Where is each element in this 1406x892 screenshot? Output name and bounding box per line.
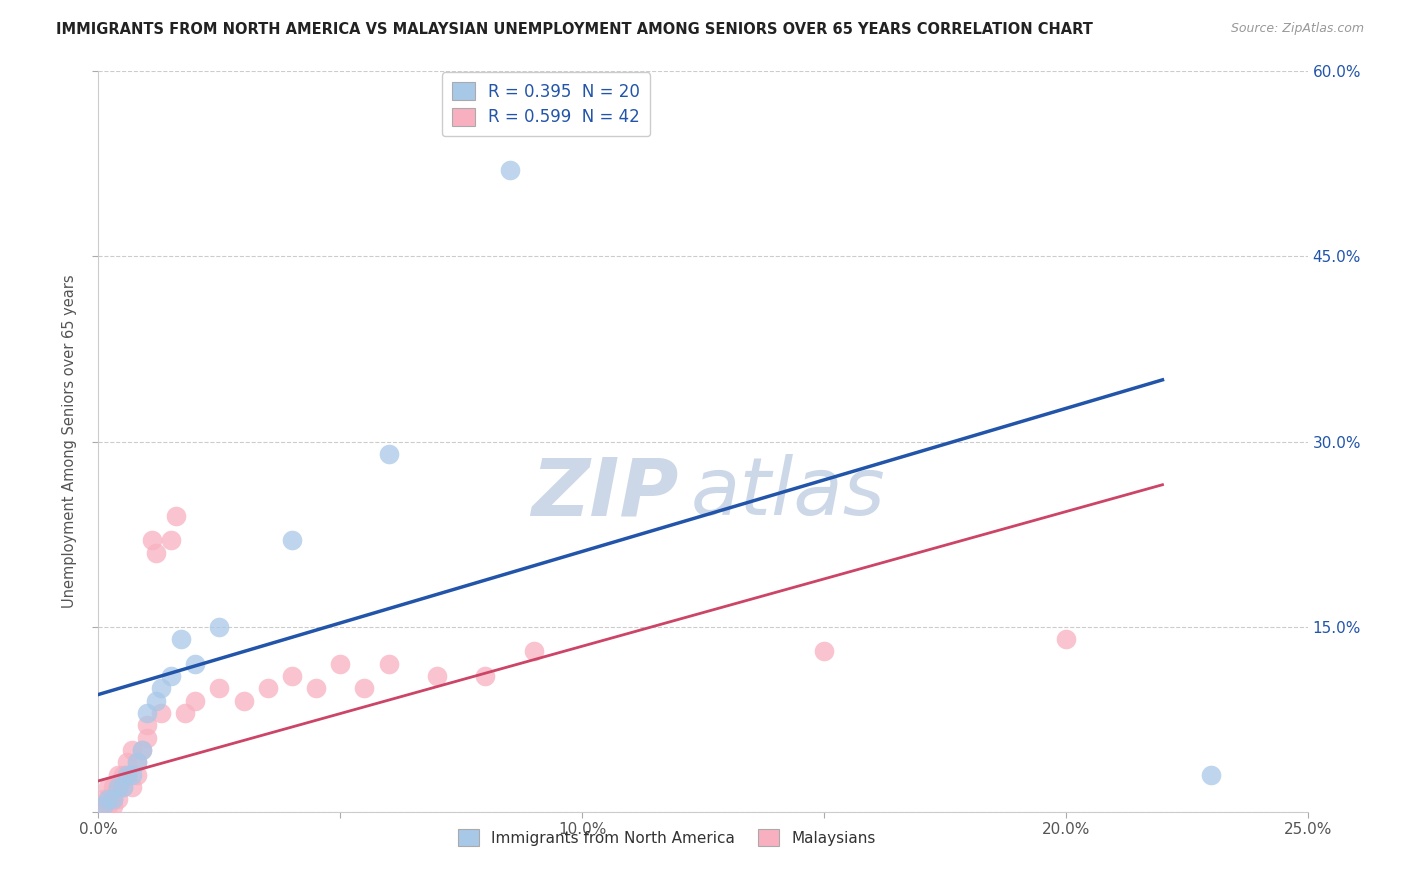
Point (97, 780, 120, 794)
Point (131, 743, 153, 757)
Point (145, 546, 167, 560)
Point (160, 533, 183, 548)
Point (111, 780, 134, 794)
Point (523, 102, 546, 116)
Point (127, 767, 149, 781)
Point (121, 767, 143, 781)
Point (353, 681, 375, 696)
Point (117, 767, 139, 781)
Text: atlas: atlas (690, 454, 886, 533)
Point (523, 644, 546, 658)
Point (256, 681, 278, 696)
Point (117, 767, 139, 781)
Point (135, 731, 157, 745)
Point (165, 508, 187, 523)
Point (107, 767, 129, 781)
Text: IMMIGRANTS FROM NORTH AMERICA VS MALAYSIAN UNEMPLOYMENT AMONG SENIORS OVER 65 YE: IMMIGRANTS FROM NORTH AMERICA VS MALAYSI… (56, 22, 1092, 37)
Point (426, 669, 449, 683)
Point (91, 792, 114, 806)
Point (281, 533, 304, 548)
Point (281, 669, 304, 683)
Point (121, 780, 143, 794)
Point (111, 780, 134, 794)
Legend: Immigrants from North America, Malaysians: Immigrants from North America, Malaysian… (451, 823, 882, 852)
Point (135, 718, 157, 732)
Point (97, 798, 120, 813)
Point (101, 798, 124, 813)
Point (813, 644, 835, 658)
Point (91, 798, 114, 813)
Point (107, 792, 129, 806)
Point (498, 163, 520, 178)
Point (97, 792, 120, 806)
Point (150, 706, 173, 720)
Point (101, 792, 124, 806)
Point (107, 780, 129, 794)
Point (107, 780, 129, 794)
Point (474, 669, 496, 683)
Text: ZIP: ZIP (531, 454, 679, 533)
Point (169, 632, 191, 646)
Point (184, 694, 207, 708)
Point (305, 681, 328, 696)
Point (141, 533, 163, 548)
Point (174, 706, 197, 720)
Point (117, 756, 139, 770)
Text: Source: ZipAtlas.com: Source: ZipAtlas.com (1230, 22, 1364, 36)
Point (1199, 767, 1222, 781)
Point (377, 657, 399, 671)
Point (101, 780, 124, 794)
Point (111, 767, 134, 781)
Point (97, 792, 120, 806)
Point (329, 657, 352, 671)
Point (150, 681, 173, 696)
Point (121, 743, 143, 757)
Point (91, 798, 114, 813)
Point (184, 657, 207, 671)
Point (160, 669, 183, 683)
Point (208, 619, 231, 633)
Point (131, 743, 153, 757)
Point (145, 694, 167, 708)
Point (101, 792, 124, 806)
Point (232, 694, 254, 708)
Y-axis label: Unemployment Among Seniors over 65 years: Unemployment Among Seniors over 65 years (62, 275, 77, 608)
Point (377, 447, 399, 461)
Point (208, 681, 231, 696)
Point (127, 756, 149, 770)
Point (1054, 632, 1077, 646)
Point (127, 756, 149, 770)
Point (135, 706, 157, 720)
